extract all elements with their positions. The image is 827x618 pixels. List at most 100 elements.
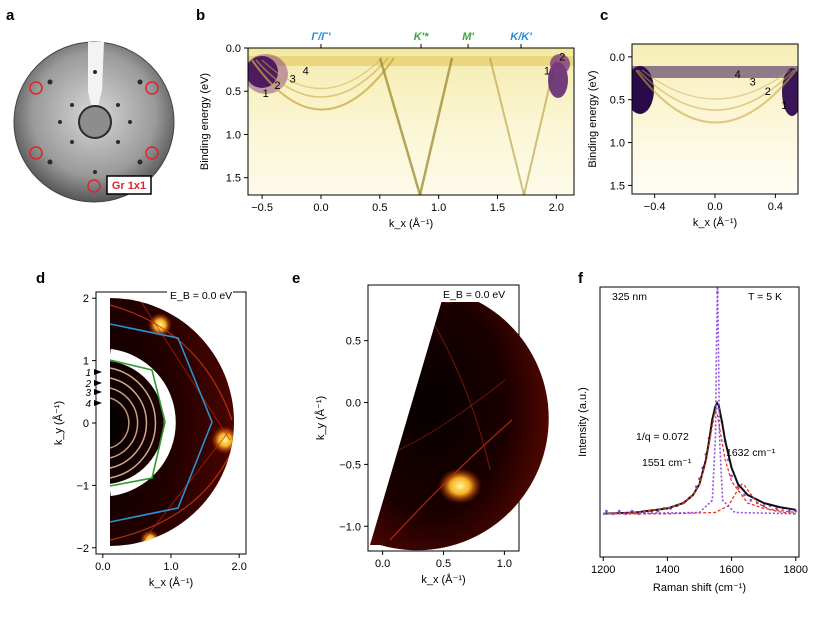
panel-c-bands bbox=[632, 66, 798, 124]
arrow-marker bbox=[94, 389, 102, 395]
panel-d-x-axis-label: k_x (Å⁻¹) bbox=[149, 576, 193, 589]
panel-d-y-axis-label: k_y (Å⁻¹) bbox=[52, 401, 65, 445]
band-number-label: 2 bbox=[559, 52, 565, 64]
panel-d-y-tick-label: 1 bbox=[83, 356, 89, 368]
panel-label-f: f bbox=[578, 270, 584, 287]
arrow-marker bbox=[94, 380, 102, 386]
panel-b-y-tick-label: 0.0 bbox=[226, 43, 241, 55]
leed-spots bbox=[47, 70, 143, 174]
panel-f-peak-2-label: 1632 cm⁻¹ bbox=[726, 447, 776, 459]
raman-component-line bbox=[603, 409, 796, 515]
band-number-label: 4 bbox=[735, 69, 741, 81]
raman-data-point bbox=[617, 509, 621, 513]
band-number-label: 1 bbox=[781, 100, 787, 112]
panel-c-y-tick-label: 0.0 bbox=[610, 52, 625, 64]
raman-data-point bbox=[762, 504, 766, 508]
panel-e-y-axis-label: k_y (Å⁻¹) bbox=[314, 396, 327, 440]
band-number-label: 4 bbox=[303, 65, 309, 77]
panel-f-raman-spectrum: 1200 1400 1600 1800 325 nm T = 5 K 1/q = 0.… bbox=[577, 286, 808, 594]
panel-labels: a b c d e f bbox=[6, 7, 608, 287]
panel-d-title-box bbox=[167, 287, 233, 303]
panel-b-x-tick-label: 0.5 bbox=[372, 202, 387, 214]
panel-e-y-tick-label: −1.0 bbox=[339, 521, 361, 533]
panel-e-x-tick-label: 0.0 bbox=[375, 558, 390, 570]
panel-label-c: c bbox=[600, 7, 608, 24]
panel-b-axes: −0.5 0.0 0.5 1.0 1.5 2.0 0.0 0.5 1.0 1.5 bbox=[226, 43, 564, 214]
panel-d-y-tick-label: −1 bbox=[76, 480, 89, 492]
raman-data-point bbox=[605, 509, 608, 513]
panel-c-y-axis-label: Binding energy (eV) bbox=[587, 70, 599, 167]
panel-e-x-axis-label: k_x (Å⁻¹) bbox=[421, 573, 465, 586]
panel-b-x-tick-label: −0.5 bbox=[251, 202, 273, 214]
electron-gun bbox=[78, 105, 112, 139]
panel-d-x-tick-label: 2.0 bbox=[232, 561, 247, 573]
panel-e-y-tick-label: −0.5 bbox=[339, 459, 361, 471]
panel-label-e: e bbox=[292, 270, 300, 287]
panel-b-x-tick-label: 1.0 bbox=[431, 202, 446, 214]
panel-b-arpes-map: −0.5 0.0 0.5 1.0 1.5 2.0 0.0 0.5 1.0 1.5 Γ/Γ' K'* M… bbox=[199, 31, 575, 230]
panel-f-x-tick-label: 1600 bbox=[719, 564, 743, 576]
panel-e-x-tick-label: 1.0 bbox=[497, 558, 512, 570]
panel-d-y-tick-label: 0 bbox=[83, 418, 89, 430]
panel-d-features bbox=[110, 299, 234, 546]
panel-e-axes: 0.0 0.5 1.0 0.5 0.0 −0.5 −1.0 bbox=[339, 336, 512, 570]
panel-e-title-box bbox=[440, 286, 506, 302]
raman-data-point bbox=[730, 474, 733, 478]
sample-holder-shadow bbox=[88, 42, 104, 120]
panel-c-x-tick-label: −0.4 bbox=[644, 201, 666, 213]
panel-b-x-tick-label: 0.0 bbox=[313, 202, 328, 214]
arrow-number-label: 1 bbox=[85, 368, 91, 379]
gr-1x1-markers bbox=[29, 81, 159, 193]
panel-c-y-tick-label: 0.5 bbox=[610, 95, 625, 107]
raman-sharp_line-line bbox=[603, 286, 796, 515]
high-symmetry-label: M' bbox=[462, 31, 474, 43]
panel-d-title: E_B = 0.0 eV bbox=[170, 290, 232, 302]
gr-1x1-label: Gr 1x1 bbox=[112, 180, 146, 192]
panel-b-y-tick-label: 1.5 bbox=[226, 173, 241, 185]
panel-f-y-axis-label: Intensity (a.u.) bbox=[577, 387, 589, 457]
band-number-label: 1 bbox=[263, 88, 269, 100]
panel-f-axes: 1200 1400 1600 1800 bbox=[591, 557, 808, 576]
panel-d-x-tick-label: 1.0 bbox=[163, 561, 178, 573]
panel-b-y-axis-label: Binding energy (eV) bbox=[199, 73, 211, 170]
panel-e-constant-energy-map: E_B = 0.0 eV 0.0 0.5 1.0 0.5 0.0 −0.5 −1.0 k_x… bbox=[314, 284, 549, 586]
panel-b-x-axis-label: k_x (Å⁻¹) bbox=[389, 217, 433, 230]
band-number-label: 2 bbox=[274, 80, 280, 92]
arrow-marker bbox=[94, 400, 102, 406]
high-symmetry-label: Γ/Γ' bbox=[311, 31, 330, 43]
panel-e-y-tick-label: 0.0 bbox=[346, 398, 361, 410]
panel-d-y-tick-label: −2 bbox=[76, 543, 89, 555]
panel-e-y-tick-label: 0.5 bbox=[346, 336, 361, 348]
panel-f-x-tick-label: 1400 bbox=[655, 564, 679, 576]
high-symmetry-label: K/K' bbox=[510, 31, 532, 43]
panel-c-axes: −0.4 0.0 0.4 0.0 0.5 1.0 1.5 bbox=[610, 52, 783, 213]
panel-label-a: a bbox=[6, 7, 15, 24]
band-number-label: 1 bbox=[544, 65, 550, 77]
panel-d-y-tick-label: 2 bbox=[83, 293, 89, 305]
panel-b-x-tick-label: 1.5 bbox=[490, 202, 505, 214]
high-symmetry-label: K'* bbox=[414, 31, 430, 43]
raman-component-line bbox=[603, 483, 796, 515]
panel-c-x-tick-label: 0.0 bbox=[707, 201, 722, 213]
panel-b-y-tick-label: 1.0 bbox=[226, 129, 241, 141]
panel-f-wavelength-label: 325 nm bbox=[612, 291, 647, 303]
panel-b-y-tick-label: 0.5 bbox=[226, 86, 241, 98]
panel-e-x-tick-label: 0.5 bbox=[436, 558, 451, 570]
panel-a-leed-image: Gr 1x1 bbox=[13, 41, 175, 203]
panel-f-x-tick-label: 1200 bbox=[591, 564, 615, 576]
panel-b-high-symmetry-points: Γ/Γ' K'* M' K/K' bbox=[311, 31, 532, 48]
panel-f-x-axis-label: Raman shift (cm⁻¹) bbox=[653, 582, 746, 594]
panel-label-d: d bbox=[36, 270, 45, 287]
panel-e-title: E_B = 0.0 eV bbox=[443, 289, 505, 301]
raman-data-point bbox=[749, 498, 753, 502]
panel-f-q-factor-label: 1/q = 0.072 bbox=[636, 431, 689, 443]
gr-1x1-label-box bbox=[106, 175, 152, 195]
panel-c-x-axis-label: k_x (Å⁻¹) bbox=[693, 216, 737, 229]
arrow-number-label: 3 bbox=[85, 388, 91, 399]
